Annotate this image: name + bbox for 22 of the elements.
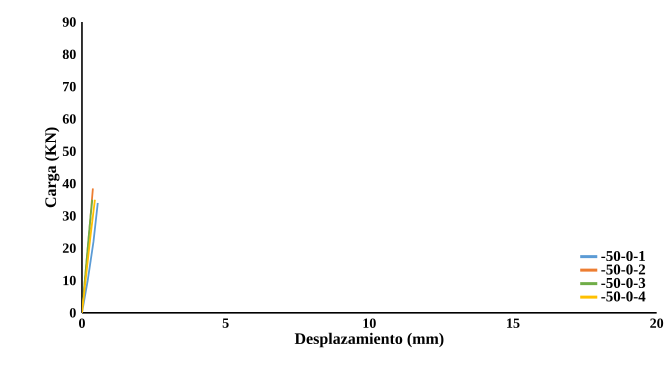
y-tick-label: 80: [62, 50, 76, 60]
y-tick-label: 30: [62, 211, 76, 221]
legend-label: -50-0-1: [601, 251, 645, 262]
y-tick-label: 70: [63, 82, 76, 92]
legend-label: -50-0-4: [601, 291, 646, 302]
x-tick-label: 0: [79, 318, 85, 328]
legend-label: -50-0-2: [601, 264, 646, 275]
y-tick-label: 50: [62, 146, 76, 156]
y-tick-label: 40: [62, 178, 76, 188]
y-axis-title: Carga (KN): [44, 128, 60, 208]
x-tick-label: 15: [507, 318, 520, 328]
x-tick-label: 10: [363, 318, 376, 328]
y-tick-label: 10: [63, 276, 76, 286]
x-axis-title: Desplazamiento (mm): [294, 332, 444, 348]
y-tick-label: 20: [62, 244, 76, 254]
line-series: [82, 202, 99, 313]
legend-label: -50-0-3: [601, 278, 646, 288]
x-tick-label: 5: [222, 318, 229, 328]
x-tick-label: 20: [650, 318, 664, 328]
y-tick-label: 90: [62, 17, 76, 27]
y-tick-label: 0: [70, 308, 76, 318]
y-tick-label: 60: [62, 114, 76, 124]
